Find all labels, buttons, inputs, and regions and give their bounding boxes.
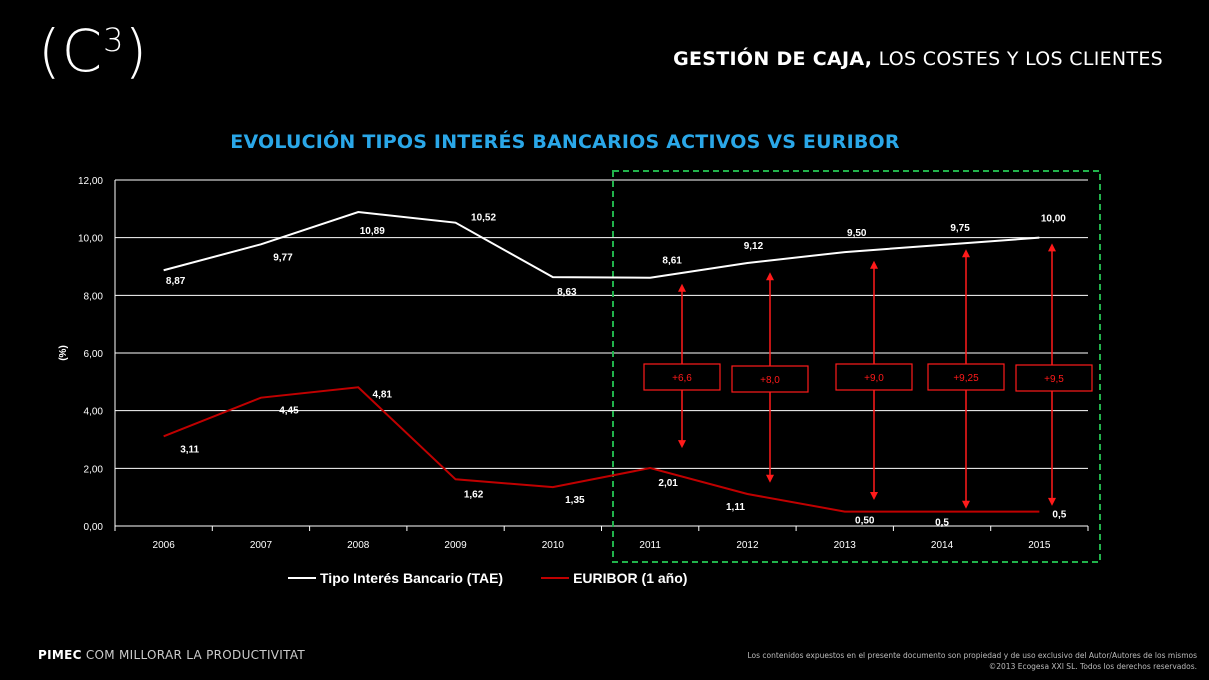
tae-data-label: 8,61 — [662, 256, 682, 267]
chart-legend: Tipo Interés Bancario (TAE) EURIBOR (1 a… — [288, 570, 687, 586]
legend-label-euribor: EURIBOR (1 año) — [573, 570, 688, 586]
x-tick-label: 2011 — [639, 540, 661, 551]
x-tick-label: 2012 — [736, 540, 759, 551]
euribor-data-label: 1,62 — [464, 489, 484, 500]
x-tick-label: 2010 — [542, 540, 565, 551]
y-tick-label: 12,00 — [78, 176, 103, 187]
legend-label-tae: Tipo Interés Bancario (TAE) — [320, 570, 504, 586]
header-title-rest: LOS COSTES Y LOS CLIENTES — [872, 48, 1163, 70]
tae-data-label: 8,63 — [557, 287, 577, 298]
spread-label: +8,0 — [760, 375, 780, 386]
y-tick-label: 0,00 — [84, 522, 104, 533]
spread-arrow-head-down — [1048, 497, 1056, 506]
legend-item-euribor: EURIBOR (1 año) — [541, 570, 687, 586]
euribor-data-label: 3,11 — [180, 444, 199, 455]
euribor-data-label: 1,11 — [726, 502, 745, 513]
euribor-data-label: 4,45 — [279, 406, 299, 417]
spread-arrow-head-up — [962, 249, 970, 258]
y-tick-label: 2,00 — [84, 464, 104, 475]
footer-tagline: COM MILLORAR LA PRODUCTIVITAT — [81, 648, 306, 662]
spread-label: +9,5 — [1044, 374, 1064, 385]
footer-legal: Los contenidos expuestos en el presente … — [637, 650, 1197, 672]
legend-item-tae: Tipo Interés Bancario (TAE) — [288, 570, 503, 586]
chart-title: EVOLUCIÓN TIPOS INTERÉS BANCARIOS ACTIVO… — [230, 131, 900, 153]
tae-data-label: 9,75 — [950, 223, 970, 234]
spread-label: +9,0 — [864, 373, 884, 384]
footer-brand: PIMEC COM MILLORAR LA PRODUCTIVITAT — [38, 648, 305, 662]
footer-legal-line2: ©2013 Ecogesa XXI SL. Todos los derechos… — [988, 662, 1197, 671]
spread-label: +9,25 — [953, 373, 979, 384]
tae-data-label: 9,50 — [847, 228, 867, 239]
spread-box — [643, 363, 721, 391]
spread-arrow-head-up — [1048, 243, 1056, 252]
euribor-series-line — [163, 386, 1040, 513]
forecast-highlight-box — [612, 170, 1101, 563]
footer-legal-line1: Los contenidos expuestos en el presente … — [747, 651, 1197, 660]
legend-swatch-tae — [288, 577, 316, 579]
tae-data-label: 10,89 — [360, 226, 385, 237]
tae-data-label: 10,52 — [471, 213, 496, 224]
page-header-title: GESTIÓN DE CAJA, LOS COSTES Y LOS CLIENT… — [673, 48, 1163, 70]
euribor-data-label: 0,50 — [855, 516, 875, 527]
y-tick-label: 6,00 — [84, 349, 104, 360]
euribor-data-label: 4,81 — [373, 389, 393, 400]
euribor-data-label: 0,5 — [1052, 510, 1066, 521]
tae-data-label: 9,77 — [273, 252, 293, 263]
spread-arrow-head-down — [678, 440, 686, 449]
x-tick-label: 2009 — [444, 540, 467, 551]
x-tick-label: 2006 — [153, 540, 176, 551]
header-title-bold: GESTIÓN DE CAJA, — [673, 48, 873, 70]
y-tick-label: 4,00 — [84, 407, 104, 418]
legend-swatch-euribor — [541, 577, 570, 579]
x-tick-label: 2007 — [250, 540, 273, 551]
euribor-data-label: 0,5 — [935, 518, 949, 529]
spread-label: +6,6 — [672, 373, 692, 384]
spread-box — [927, 363, 1005, 391]
spread-arrow-head-down — [962, 500, 970, 509]
y-axis-label: (%) — [58, 345, 69, 361]
spread-arrow-head-up — [678, 283, 686, 292]
spread-box — [835, 363, 913, 391]
spread-arrow-head-down — [766, 474, 774, 483]
x-tick-label: 2008 — [347, 540, 370, 551]
spread-arrow-head-up — [766, 272, 774, 281]
tae-series-line — [163, 210, 1040, 279]
x-tick-label: 2015 — [1028, 540, 1051, 551]
y-tick-label: 10,00 — [78, 234, 103, 245]
c3-logo: (C3) — [38, 17, 149, 85]
tae-data-label: 10,00 — [1041, 214, 1066, 225]
tae-data-label: 8,87 — [166, 276, 186, 287]
spread-arrow-head-down — [870, 492, 878, 501]
x-tick-label: 2014 — [931, 540, 954, 551]
spread-box — [1015, 364, 1093, 392]
spread-arrow-head-up — [870, 260, 878, 269]
x-tick-label: 2013 — [834, 540, 857, 551]
euribor-data-label: 2,01 — [658, 478, 678, 489]
euribor-data-label: 1,35 — [565, 495, 585, 506]
spread-box — [731, 365, 809, 393]
tae-data-label: 9,12 — [744, 241, 764, 252]
footer-brand-name: PIMEC — [38, 648, 82, 662]
y-tick-label: 8,00 — [84, 291, 104, 302]
